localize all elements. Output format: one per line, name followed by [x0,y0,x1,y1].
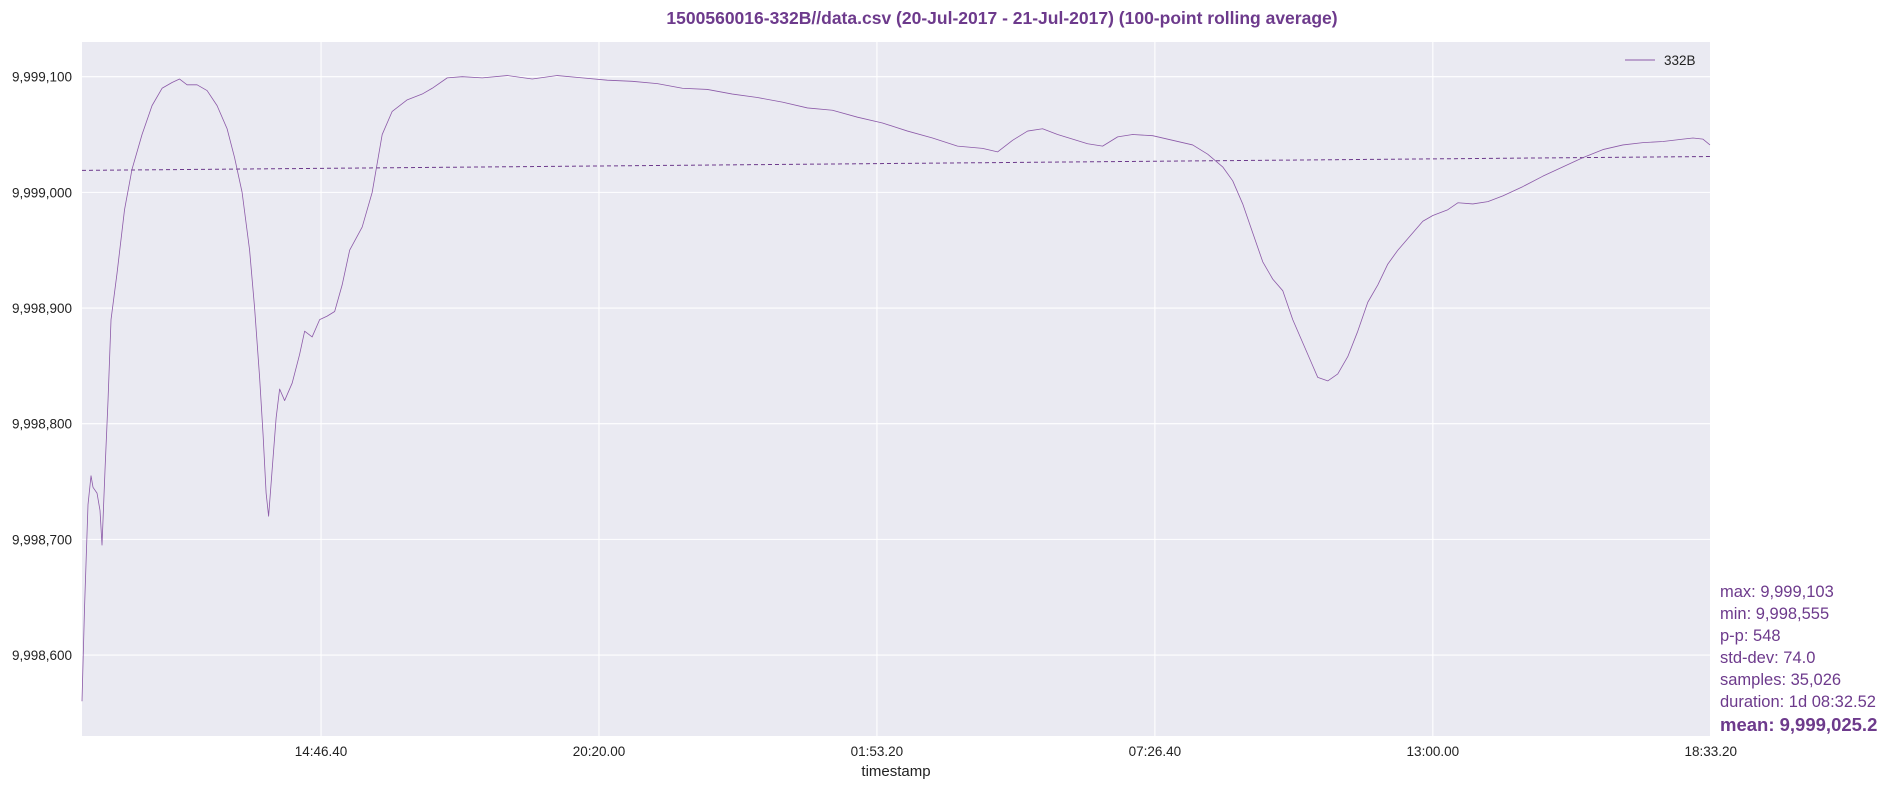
stats-panel: max: 9,999,103 min: 9,998,555 p-p: 548 s… [1720,581,1877,737]
y-tick-label: 9,998,600 [12,648,72,663]
stat-std-dev: std-dev: 74.0 [1720,649,1816,667]
y-tick-label: 9,998,800 [12,417,72,432]
x-tick-label: 20:20.00 [573,744,626,759]
x-axis-ticks: 14:46.40 20:20.00 01:53.20 07:26.40 13:00.00… [295,744,1737,759]
series-line-332b [81,75,1711,702]
series-layer [81,75,1711,702]
y-axis-ticks: 9,998,600 9,998,700 9,998,800 9,998,900 9,99… [12,70,72,663]
grid-lines [82,42,1712,736]
stat-peak-to-peak: p-p: 548 [1720,627,1781,645]
stat-duration: duration: 1d 08:32.52 [1720,693,1876,711]
x-axis-label: timestamp [861,763,930,780]
legend: 332B [1625,53,1696,68]
stat-min: min: 9,998,555 [1720,605,1830,623]
legend-label-332b: 332B [1664,53,1696,68]
x-tick-label: 07:26.40 [1129,744,1182,759]
x-tick-label: 18:33.20 [1684,744,1737,759]
chart-title: 1500560016-332B//data.csv (20-Jul-2017 -… [666,8,1337,28]
x-tick-label: 01:53.20 [851,744,904,759]
mean-line [81,156,1711,171]
stat-samples: samples: 35,026 [1720,671,1842,689]
stat-max: max: 9,999,103 [1720,583,1834,601]
x-tick-label: 14:46.40 [295,744,348,759]
y-tick-label: 9,998,700 [12,532,72,547]
stat-mean: mean: 9,999,025.2 [1720,714,1878,735]
y-tick-label: 9,998,900 [12,301,72,316]
y-tick-label: 9,999,100 [12,70,72,85]
x-tick-label: 13:00.00 [1407,744,1460,759]
plot-area [82,42,1710,736]
y-tick-label: 9,999,000 [12,185,72,200]
